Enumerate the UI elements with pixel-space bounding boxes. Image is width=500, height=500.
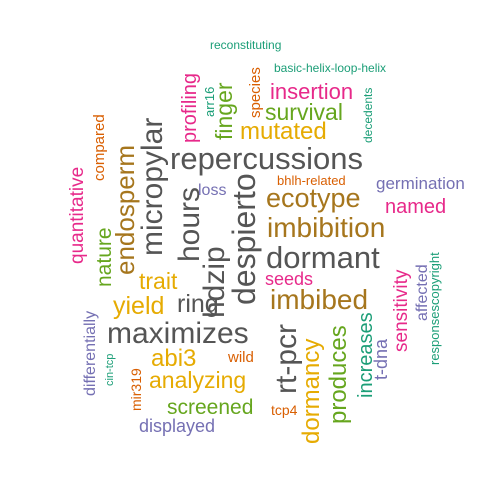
word-cin-tcp: cin-tcp [104,353,116,386]
word-rt-pcr: rt-pcr [270,324,303,394]
word-produces: produces [325,325,352,424]
word-named: named [385,196,447,218]
word-bhlh-related: bhlh-related [277,173,346,188]
word-ecotype: ecotype [266,183,361,213]
word-imbibed: imbibed [270,284,369,315]
word-differentially: differentially [82,310,99,396]
word-finger: finger [211,82,237,140]
word-responsescopyright: responsescopyright [427,252,442,365]
word-compared: compared [91,114,108,181]
word-imbibition: imbibition [267,212,386,243]
word-nature: nature [93,227,116,287]
word-micropylar: micropylar [136,117,169,256]
word-analyzing: analyzing [149,367,247,393]
word-maximizes: maximizes [107,317,249,350]
word-dormancy: dormancy [298,338,325,444]
word-yield: yield [113,292,165,320]
word-displayed: displayed [139,416,216,436]
word-tcp4: tcp4 [271,402,298,418]
word-mir319: mir319 [128,368,144,411]
word-despierto: despierto [226,173,262,305]
word-wild: wild [228,349,254,366]
word-dormant: dormant [266,240,380,275]
word-decedents: decedents [361,87,375,143]
word-seeds: seeds [265,269,314,289]
word-ring: ring [177,290,219,318]
word-loss: loss [198,182,227,199]
word-abi3: abi3 [151,345,197,372]
word-germination: germination [376,174,465,193]
word-trait: trait [139,268,178,294]
word-quantitative: quantitative [67,166,88,264]
word-basic-helix-loop-helix: basic-helix-loop-helix [274,61,387,75]
word-repercussions: repercussions [170,141,363,176]
word-survival: survival [265,99,343,125]
word-increases: increases [355,312,377,398]
word-screened: screened [167,396,254,419]
word-profiling: profiling [179,72,201,143]
word-sensitivity: sensitivity [391,269,412,352]
word-species: species [247,67,264,118]
word-insertion: insertion [270,79,354,104]
word-reconstituting: reconstituting [210,38,282,52]
word-mutated: mutated [240,118,327,145]
